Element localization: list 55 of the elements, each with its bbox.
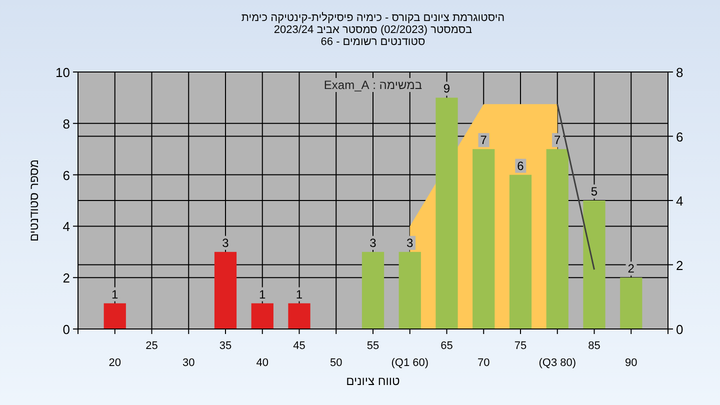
chart-title: היסטוגרמת ציונים בקורס - כימיה פיסיקלית-קינטיקה כימית [241,12,505,24]
bar [251,303,274,329]
bar [436,98,458,329]
x-tick-label: 85 [588,340,600,352]
x-tick-label: 70 [478,357,490,369]
bar [546,149,568,329]
data-label: 1 [259,287,266,302]
y2-tick-label: 0 [676,322,684,337]
y-tick-label: 10 [56,65,70,80]
y2-tick-label: 4 [676,194,684,208]
x-tick-label: 25 [146,340,158,352]
y2-tick-label: 6 [676,129,684,144]
bar [362,252,384,329]
data-label: 5 [590,184,598,198]
data-label: 9 [443,82,450,96]
x-tick-label: 55 [366,340,380,352]
data-label: 1 [112,287,119,302]
chart-subtitle: בסמסטר (02/2023) סמסטר אביב 2023/24 סטודנטים רשומים - 66 [274,24,473,48]
x-tick-label: 20 [108,357,121,369]
data-label: 1 [296,287,303,302]
x-tick-label: (Q1 60) [391,357,429,369]
x-tick-label: 35 [219,340,232,352]
data-label: 7 [554,133,562,148]
y-tick-label: 2 [62,270,70,286]
x-tick-label: (Q3 80) [538,357,576,369]
bar [398,252,421,329]
data-label: 3 [370,236,377,250]
x-tick-label: 45 [293,340,306,352]
data-label: 3 [406,236,414,250]
bar [583,200,606,329]
bar [214,252,237,329]
y-tick-label: 4 [62,219,70,234]
y-tick-label: 8 [62,116,70,132]
data-label: 6 [517,158,524,173]
data-label: 3 [222,236,230,250]
x-tick-label: 40 [256,357,268,369]
annotation: במשימה : Exam_A [324,78,422,92]
data-label: 2 [628,262,635,276]
bar [472,149,495,329]
y-tick-label: 6 [62,168,70,183]
x-tick-label: 50 [330,357,342,369]
data-label: 7 [480,133,488,148]
bar [509,174,532,329]
y2-tick-label: 2 [676,258,684,273]
bar [288,303,310,329]
x-tick-label: 90 [625,357,638,369]
x-tick-label: 65 [440,340,453,352]
y2-tick-label: 8 [676,65,684,80]
x-axis-title: טווח ציונים [346,374,400,388]
y-tick-label: 0 [62,322,70,337]
bar [620,278,642,329]
x-tick-label: 30 [182,357,195,369]
y-axis-title: מספר סטודנטים [27,159,41,242]
bar [104,303,126,329]
x-tick-label: 75 [514,340,527,352]
